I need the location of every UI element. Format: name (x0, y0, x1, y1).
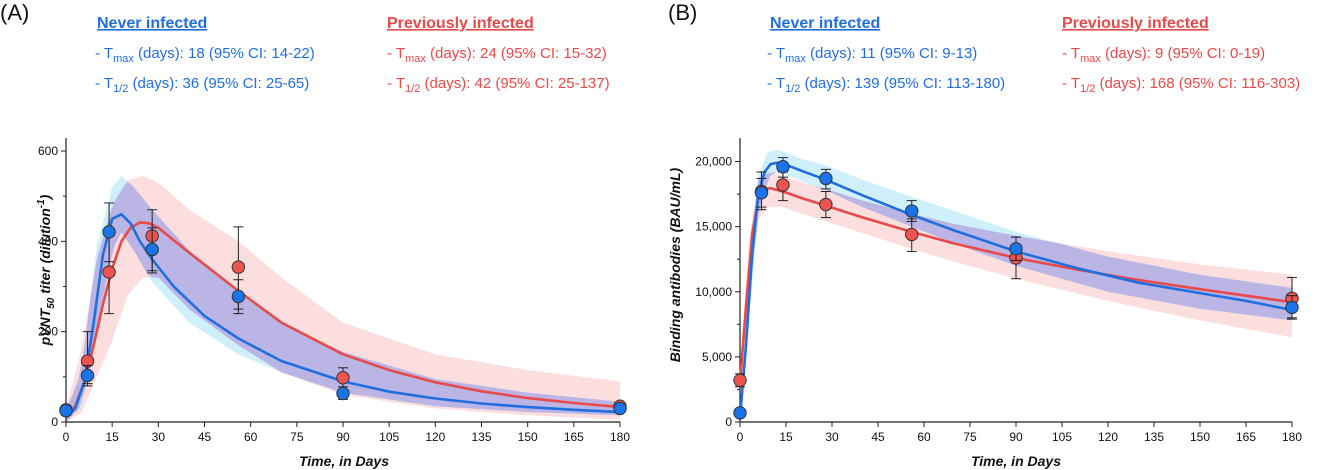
panel-b-point-previous (733, 373, 747, 388)
panel-a-x-tick-label: 180 (610, 430, 630, 444)
panel-b-y-tick-label: 0 (725, 415, 732, 429)
panel-a-x-tick-label: 135 (471, 430, 491, 444)
panel-b-y-axis-title: Binding antibodies (BAU/mL) (667, 167, 683, 362)
panel-b-never-title: Never infected (770, 15, 880, 32)
panel-b-point-never (776, 160, 790, 174)
panel-a-never-title: Never infected (97, 15, 207, 32)
panel-a-point-never (145, 242, 159, 257)
panel-a-y-axis-title: pVNT50 titer (dilution-1) (36, 194, 57, 346)
panel-b-x-tick-label: 60 (917, 430, 931, 444)
panel-b-point-never (733, 406, 747, 420)
panel-a-y-tick-label: 200 (38, 325, 58, 339)
panel-b-x-tick-label: 45 (871, 430, 885, 444)
panel-b-point-never (754, 186, 769, 200)
panel-b-x-tick-label: 30 (825, 430, 839, 444)
panel-a-x-tick-label: 75 (290, 430, 304, 444)
panel-a-point-previous (231, 260, 246, 274)
panel-b-point-never (819, 171, 833, 186)
panel-b-x-axis-title: Time, in Days (971, 453, 1061, 469)
panel-a-never-tmax: - Tmax (days): 18 (95% CI: 14-22) (95, 45, 315, 65)
panel-b-band-overlap (740, 172, 1292, 394)
panel-a-x-axis-title: Time, in Days (299, 453, 389, 469)
panel-a-point-never (336, 386, 350, 401)
panel-a: (A) Never infected - Tmax (days): 18 (95… (0, 0, 630, 469)
panel-b-x-tick-label: 105 (1052, 430, 1072, 444)
panel-b-plot: 0 15 30 45 60 75 90 105 120 135 150 165 180 0 5,000 10,… (695, 138, 1302, 444)
panel-b-y-tick-label: 15,000 (695, 220, 732, 234)
panel-b-x-tick-label: 75 (963, 430, 977, 444)
panel-b: (B) Never infected - Tmax (days): 11 (95… (667, 0, 1302, 469)
panel-a-curve-previous (65, 221, 621, 418)
panel-a-point-never (102, 225, 116, 239)
panel-a-x-tick-label: 120 (425, 430, 445, 444)
panel-b-never-tmax: - Tmax (days): 11 (95% CI: 9-13) (767, 45, 977, 65)
panel-a-point-previous (102, 265, 116, 279)
panel-b-band-previous (740, 172, 1292, 394)
panel-a-x-tick-label: 150 (518, 430, 538, 444)
panel-b-x-tick-label: 90 (1009, 430, 1023, 444)
panel-b-previous-title: Previously infected (1062, 15, 1209, 32)
panel-b-previous-thalf: - T1/2 (days): 168 (95% CI: 116-303) (1062, 75, 1300, 95)
panel-a-never-thalf: - T1/2 (days): 36 (95% CI: 25-65) (95, 75, 309, 95)
panel-a-point-never (80, 368, 95, 383)
panel-a-x-tick-label: 90 (336, 430, 350, 444)
panel-a-band-previous (66, 175, 620, 422)
panel-a-y-tick-label: 400 (38, 234, 58, 248)
panel-a-previous-tmax: - Tmax (days): 24 (95% CI: 15-32) (387, 45, 607, 65)
panel-a-y-tick-label: 600 (38, 144, 58, 158)
panel-b-y-tick-label: 20,000 (695, 155, 732, 169)
panel-a-point-never (231, 289, 246, 304)
panel-a-x-tick-label: 165 (564, 430, 584, 444)
panel-b-point-never (905, 204, 919, 218)
panel-a-y-tick-label: 0 (51, 415, 58, 429)
panel-b-y-tick-label: 10,000 (695, 285, 732, 299)
panel-a-x-tick-label: 30 (152, 430, 166, 444)
panel-b-x-tick-label: 15 (779, 430, 793, 444)
panel-b-x-tick-label: 120 (1098, 430, 1118, 444)
panel-b-y-tick-label: 5,000 (702, 350, 732, 364)
panel-a-previous-title: Previously infected (387, 15, 534, 32)
panel-a-point-never (613, 401, 627, 416)
panel-a-x-tick-label: 105 (379, 430, 399, 444)
panel-a-x-tick-label: 0 (63, 430, 70, 444)
panel-b-point-previous (819, 197, 833, 212)
panel-b-x-tick-label: 135 (1144, 430, 1164, 444)
panel-b-never-thalf: - T1/2 (days): 139 (95% CI: 113-180) (767, 75, 1005, 95)
panel-a-x-tick-label: 60 (244, 430, 258, 444)
panel-a-curve-never (65, 213, 621, 419)
panel-a-x-tick-label: 45 (198, 430, 212, 444)
panel-b-x-tick-label: 180 (1282, 430, 1302, 444)
panel-b-x-tick-label: 0 (737, 430, 744, 444)
panel-a-x-tick-label: 15 (105, 430, 119, 444)
panel-a-point-previous (336, 371, 350, 385)
panel-b-point-previous (905, 227, 919, 242)
panel-b-point-never (1285, 300, 1299, 315)
panel-a-point-never (59, 404, 73, 418)
panel-b-point-never (1009, 242, 1023, 256)
panel-b-x-tick-label: 165 (1236, 430, 1256, 444)
panel-a-letter: (A) (0, 0, 29, 25)
panel-b-letter: (B) (668, 0, 697, 25)
panel-b-point-previous (776, 178, 790, 192)
panel-a-previous-thalf: - T1/2 (days): 42 (95% CI: 25-137) (387, 75, 610, 95)
panel-a-plot: 0 15 30 45 60 75 90 105 120 135 150 165 180 0 200 400 60… (38, 138, 630, 444)
panel-b-x-tick-label: 150 (1190, 430, 1210, 444)
panel-b-previous-tmax: - Tmax (days): 9 (95% CI: 0-19) (1062, 45, 1265, 65)
